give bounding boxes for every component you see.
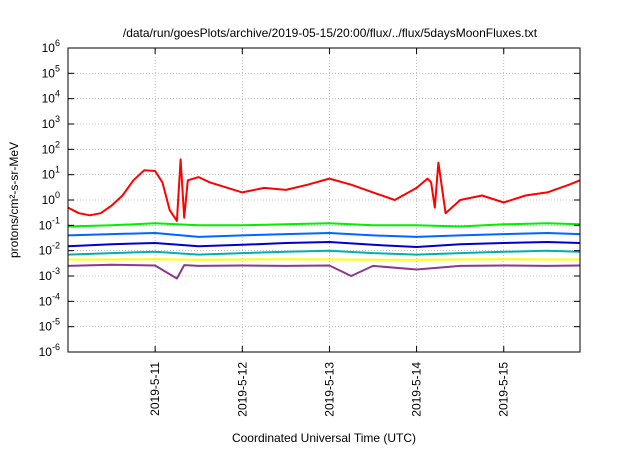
y-tick-label: 104 — [42, 89, 60, 106]
series-line-0 — [68, 158, 580, 222]
y-tick-label: 106 — [42, 38, 60, 55]
y-axis: 10-6 10-5 10-4 10-3 10-2 10-1 100 101 102 103 104 1… — [39, 38, 580, 359]
x-axis: 2019-5-11 2019-5-12 2019-5-13 2019-5-14 2019… — [148, 48, 511, 417]
x-tick-label: 2019-5-13 — [322, 362, 336, 417]
x-axis-label: Coordinated Universal Time (UTC) — [232, 431, 416, 445]
x-tick-label: 2019-5-15 — [497, 362, 511, 417]
series-line-3 — [68, 241, 580, 248]
series-line-6 — [68, 263, 580, 280]
y-tick-label: 101 — [42, 165, 60, 182]
y-tick-label: 102 — [42, 139, 60, 156]
y-tick-label: 10-5 — [39, 317, 60, 334]
series-line-4 — [68, 249, 580, 256]
chart-title: /data/run/goesPlots/archive/2019-05-15/2… — [123, 26, 538, 40]
y-tick-label: 103 — [42, 114, 60, 131]
series-line-5 — [68, 258, 580, 261]
series-line-1 — [68, 222, 580, 228]
series-layer — [68, 158, 580, 280]
x-tick-label: 2019-5-12 — [235, 362, 249, 417]
x-tick-label: 2019-5-14 — [410, 362, 424, 417]
y-tick-label: 10-1 — [39, 215, 60, 232]
y-axis-label: protons/cm²-s-sr-MeV — [7, 142, 21, 258]
y-tick-label: 10-2 — [39, 241, 60, 258]
y-tick-label: 105 — [42, 63, 60, 80]
y-tick-label: 10-4 — [39, 291, 60, 308]
grid — [68, 48, 580, 352]
y-tick-label: 100 — [42, 190, 60, 207]
x-tick-label: 2019-5-11 — [148, 362, 162, 416]
series-line-2 — [68, 232, 580, 238]
y-tick-label: 10-6 — [39, 342, 60, 359]
y-tick-label: 10-3 — [39, 266, 60, 283]
